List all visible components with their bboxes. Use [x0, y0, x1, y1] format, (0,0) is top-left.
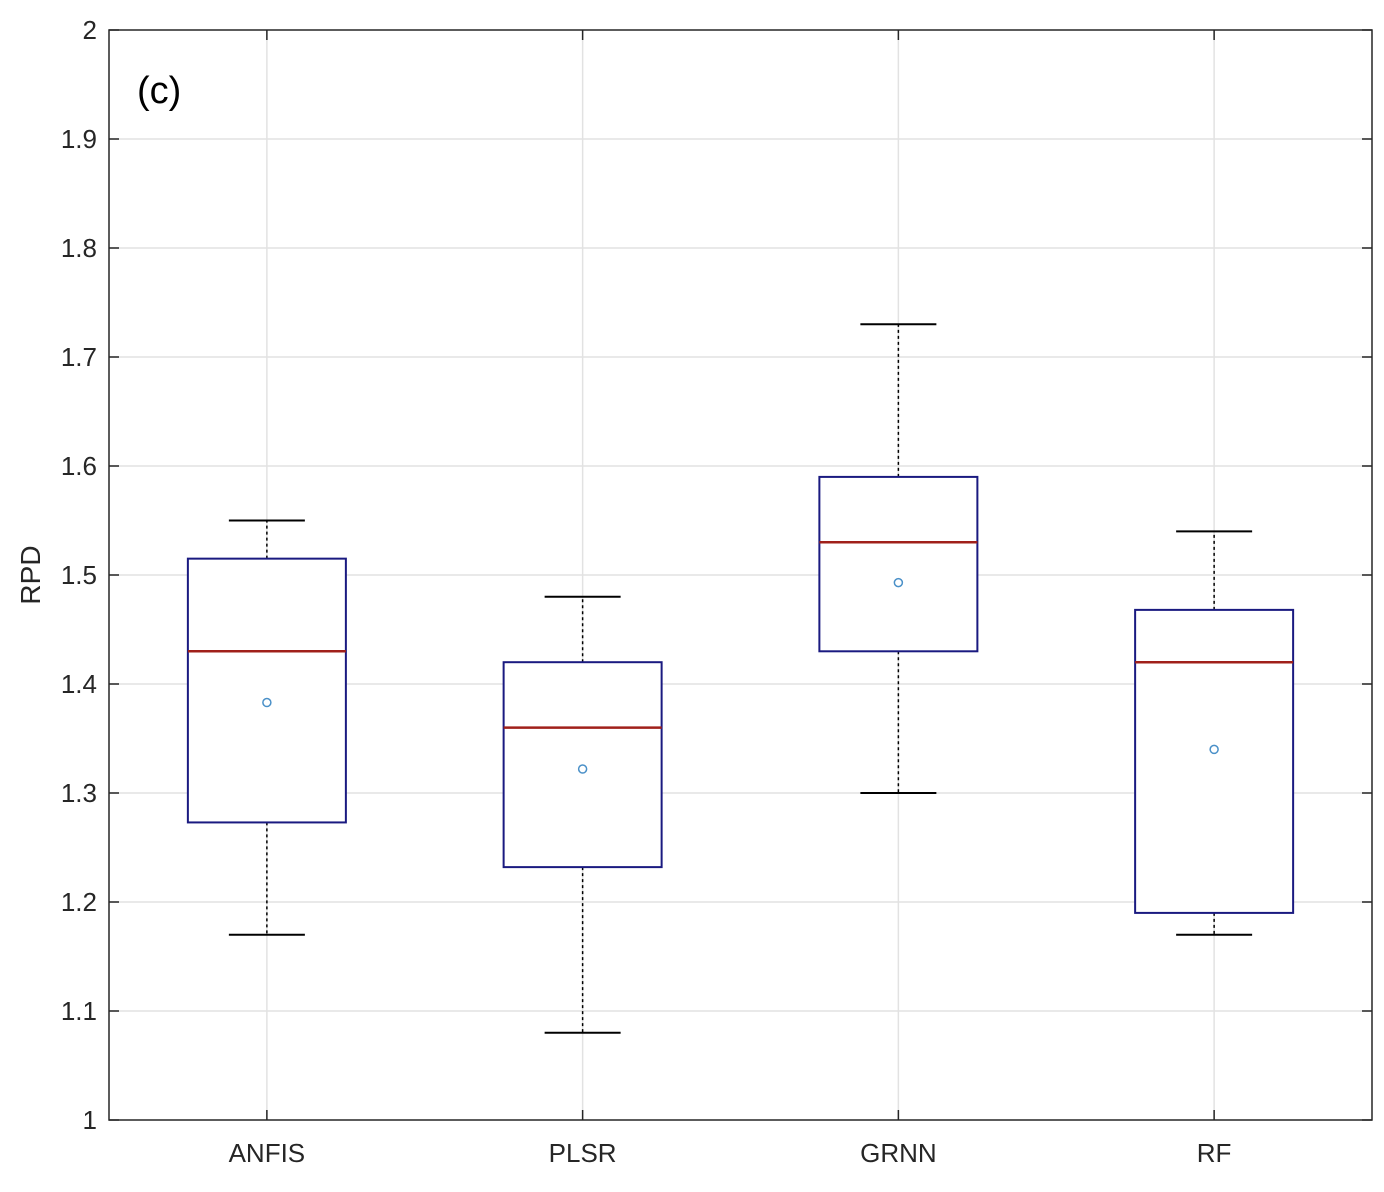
box-series	[186, 323, 1295, 1034]
y-tick-label: 1.8	[61, 233, 97, 263]
iqr-box	[1134, 608, 1295, 914]
panel-label: (c)	[137, 70, 181, 112]
y-tick-label: 1.7	[61, 342, 97, 372]
iqr-box	[818, 475, 979, 653]
y-tick-label: 1.5	[61, 560, 97, 590]
box-grnn	[818, 323, 979, 794]
y-tick-label: 1.4	[61, 669, 97, 699]
box-rf	[1134, 530, 1295, 936]
x-tick-label: GRNN	[860, 1138, 937, 1168]
box-anfis	[186, 519, 347, 936]
y-tick-label: 1.1	[61, 996, 97, 1026]
y-tick-label: 1.3	[61, 778, 97, 808]
y-tick-label: 1	[83, 1105, 97, 1135]
iqr-box	[186, 557, 347, 824]
y-tick-label: 1.6	[61, 451, 97, 481]
x-tick-label: PLSR	[549, 1138, 617, 1168]
mean-marker	[893, 577, 904, 588]
y-tick-label: 2	[83, 15, 97, 45]
y-tick-label: 1.2	[61, 887, 97, 917]
x-tick-label: ANFIS	[229, 1138, 306, 1168]
mean-marker	[262, 697, 272, 708]
box-plsr	[502, 595, 663, 1034]
y-tick-label: 1.9	[61, 124, 97, 154]
x-tick-labels: ANFIS PLSR GRNN RF	[229, 1138, 1232, 1168]
plot-frame	[108, 29, 1373, 1121]
mean-marker	[577, 764, 588, 774]
x-tick-label: RF	[1197, 1138, 1232, 1168]
mean-marker	[1209, 744, 1219, 755]
y-tick-labels: 1 1.1 1.2 1.3 1.4 1.5 1.6 1.7 1.8 1.9 2	[61, 15, 97, 1135]
y-axis-label: RPD	[15, 545, 46, 604]
